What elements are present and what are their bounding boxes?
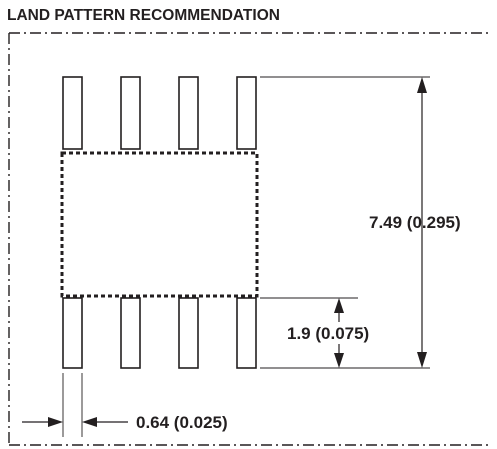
diagram-title: LAND PATTERN RECOMMENDATION [7, 7, 280, 24]
pad-bottom-1 [62, 297, 83, 369]
pad-top-1 [62, 76, 83, 150]
pad-bottom-3 [178, 297, 199, 369]
pad-top-4 [236, 76, 257, 150]
pad-top-2 [120, 76, 141, 150]
pad-length-label: 1.9 (0.075) [287, 324, 369, 343]
pad-width-dimension [22, 417, 128, 427]
pad-bottom-4 [236, 297, 257, 369]
overall-height-label: 7.49 (0.295) [369, 213, 461, 232]
extension-lines [62, 76, 430, 437]
top-pad-row [62, 76, 257, 150]
overall-height-dimension [417, 77, 427, 368]
package-body-outline [60, 151, 259, 298]
boundary-outline [8, 32, 492, 446]
pad-width-label: 0.64 (0.025) [136, 413, 228, 432]
pad-top-3 [178, 76, 199, 150]
pad-length-dimension [334, 298, 344, 368]
pad-bottom-2 [120, 297, 141, 369]
bottom-pad-row [62, 297, 257, 369]
